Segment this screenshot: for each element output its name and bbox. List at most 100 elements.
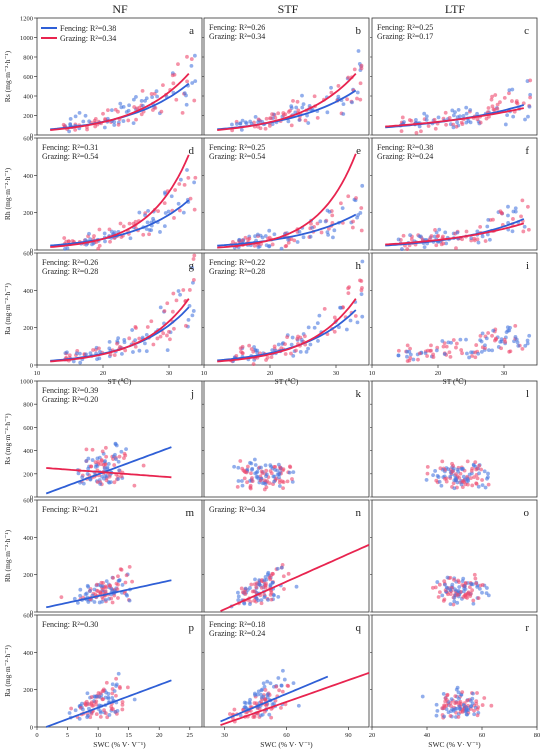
grazing-point xyxy=(181,288,186,292)
grazing-point xyxy=(94,712,99,717)
grazing-point xyxy=(115,587,120,592)
fencing-point xyxy=(290,479,295,484)
fencing-point xyxy=(484,336,489,341)
grazing-point xyxy=(149,319,154,324)
fencing-point xyxy=(107,713,112,717)
grazing-point xyxy=(463,581,468,585)
fencing-point xyxy=(114,457,118,461)
panel-r: r 20 40 60 80 SWC (% V· V⁻¹) xyxy=(369,614,540,749)
grazing-point xyxy=(264,358,268,362)
grazing-point xyxy=(470,354,474,358)
fencing-point xyxy=(119,105,124,110)
grazing-point xyxy=(283,352,288,356)
fencing-point xyxy=(93,695,97,699)
grazing-point xyxy=(134,117,138,122)
grazing-point xyxy=(414,131,419,135)
fencing-point xyxy=(326,232,331,237)
grazing-point xyxy=(510,99,514,103)
grazing-point xyxy=(265,479,270,483)
fencing-point xyxy=(272,701,276,706)
r2-annotation: Fencing: R²=0.25 xyxy=(377,23,433,32)
grazing-point xyxy=(354,196,358,200)
fencing-point xyxy=(511,114,516,119)
grazing-point xyxy=(495,102,500,107)
grazing-point xyxy=(475,476,480,481)
fencing-point xyxy=(253,463,258,467)
fencing-point xyxy=(84,591,89,596)
grazing-point xyxy=(483,239,488,243)
grazing-point xyxy=(289,237,294,241)
y-tick-label: 200 xyxy=(23,687,33,694)
fencing-point xyxy=(443,230,448,235)
fencing-point xyxy=(453,476,458,481)
grazing-fit-line xyxy=(217,72,357,131)
grazing-point xyxy=(289,351,293,356)
grazing-point xyxy=(471,598,476,603)
y-axis-label: Rs (mg·m⁻²·h⁻¹) xyxy=(3,413,12,465)
grazing-point xyxy=(474,581,479,586)
fencing-point xyxy=(253,115,258,119)
fencing-point xyxy=(124,447,128,452)
grazing-point xyxy=(112,463,117,467)
fencing-point xyxy=(455,600,460,605)
grazing-point xyxy=(396,348,401,353)
fencing-point xyxy=(102,125,107,130)
fencing-point xyxy=(431,473,435,478)
fencing-point xyxy=(479,339,484,344)
grazing-point xyxy=(240,344,245,349)
fencing-point xyxy=(275,566,280,571)
fencing-point xyxy=(407,349,412,354)
grazing-point xyxy=(272,344,277,349)
grazing-point xyxy=(66,239,71,244)
fencing-point xyxy=(483,485,488,490)
panel-letter: h xyxy=(356,260,362,272)
grazing-point xyxy=(96,460,101,464)
x-tick-label: 25 xyxy=(187,732,194,739)
grazing-point xyxy=(451,481,456,486)
fencing-point xyxy=(270,580,275,585)
grazing-point xyxy=(98,591,103,596)
fencing-point xyxy=(480,234,485,239)
fencing-point xyxy=(260,712,265,717)
grazing-point xyxy=(432,117,437,122)
panel-frame xyxy=(203,499,370,613)
grazing-point xyxy=(520,347,525,351)
grazing-point xyxy=(441,344,446,349)
grazing-point xyxy=(438,466,443,471)
grazing-point xyxy=(59,595,64,600)
fencing-point xyxy=(125,593,129,598)
fencing-point xyxy=(117,468,121,473)
fencing-point xyxy=(453,706,458,711)
grazing-point xyxy=(405,247,410,251)
fencing-point xyxy=(127,598,132,603)
r2-annotation: Fencing: R²=0.26 xyxy=(209,23,265,32)
fencing-point xyxy=(92,587,97,592)
fencing-point xyxy=(100,584,105,588)
grazing-point xyxy=(463,595,468,599)
grazing-fit-line xyxy=(385,107,524,128)
grazing-point xyxy=(513,323,518,328)
x-tick-label: 10 xyxy=(34,370,41,377)
fencing-point xyxy=(300,105,305,110)
grazing-point xyxy=(277,688,282,693)
grazing-point xyxy=(117,454,122,459)
scatter-points xyxy=(396,323,532,363)
fencing-point xyxy=(255,348,260,353)
fencing-point xyxy=(144,349,149,354)
fencing-point xyxy=(131,97,136,102)
fencing-point xyxy=(482,469,487,474)
grazing-point xyxy=(263,688,268,692)
grazing-point xyxy=(336,84,341,88)
grazing-point xyxy=(264,468,269,473)
grazing-point xyxy=(281,480,286,485)
grazing-point xyxy=(444,479,449,484)
fencing-point xyxy=(253,693,257,697)
grazing-point xyxy=(477,463,481,468)
fencing-point xyxy=(234,122,239,126)
x-tick-label: 30 xyxy=(333,370,340,377)
y-axis-label: Ra (mg·m⁻²·h⁻¹) xyxy=(3,283,12,335)
fencing-point xyxy=(255,469,260,474)
fencing-point xyxy=(237,237,242,242)
grazing-point xyxy=(231,239,235,244)
fencing-point xyxy=(248,697,252,702)
